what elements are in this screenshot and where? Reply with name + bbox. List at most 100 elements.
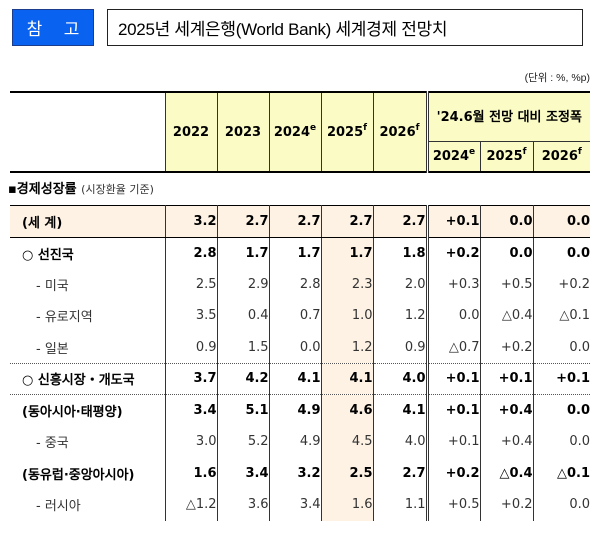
table-row: - 미국 2.5 2.9 2.8 2.3 2.0 +0.3 +0.5 +0.2 [10, 268, 590, 300]
cell-value: 2.5 [320, 457, 373, 489]
col-2022: 2022 [164, 92, 217, 172]
row-label: - 중국 [36, 436, 69, 452]
cell-value: 1.8 [372, 237, 427, 269]
table-row: - 유로지역 3.5 0.4 0.7 1.0 1.2 0.0 △0.4 △0.1 [10, 300, 590, 332]
cell-value: 1.6 [164, 457, 217, 489]
cell-value: +0.2 [532, 268, 590, 300]
cell-value: 2.8 [164, 237, 217, 269]
cell-value: +0.5 [425, 489, 480, 521]
cell-value: 1.2 [372, 300, 427, 332]
cell-value: +0.1 [479, 363, 533, 395]
cell-value: +0.1 [425, 394, 480, 426]
row-label: ○ 선진국 [22, 247, 74, 263]
cell-value: 4.0 [372, 363, 427, 395]
cell-value: +0.2 [425, 237, 480, 269]
cell-value: +0.2 [479, 489, 533, 521]
page-title: 2025년 세계은행(World Bank) 세계경제 전망치 [107, 9, 583, 46]
cell-value: 4.0 [372, 426, 427, 458]
col-2026f: 2026f [372, 92, 427, 172]
cell-value: 1.2 [320, 331, 373, 364]
cell-value: 3.4 [164, 394, 217, 426]
cell-value: 0.0 [532, 426, 590, 458]
cell-value: 0.0 [479, 237, 533, 269]
cell-value: +0.1 [532, 363, 590, 395]
cell-value: 3.4 [268, 489, 321, 521]
row-label: (동아시아·태평양) [22, 405, 123, 420]
cell-value: 4.6 [320, 394, 373, 426]
cell-value: △0.7 [425, 331, 480, 364]
col-2025f: 2025f [320, 92, 373, 172]
cell-value: 3.4 [216, 457, 269, 489]
adjustment-group-header: '24.6월 전망 대비 조정폭 [425, 92, 590, 141]
unit-note: (단위 : %, %p) [524, 72, 590, 84]
cell-value: △1.2 [164, 489, 217, 521]
table-row: - 러시아 △1.2 3.6 3.4 1.6 1.1 +0.5 +0.2 0.0 [10, 489, 590, 521]
cell-value: 5.1 [216, 394, 269, 426]
cell-value: 3.2 [164, 205, 217, 238]
reference-badge: 참 고 [12, 9, 94, 46]
cell-value: 1.0 [320, 300, 373, 332]
cell-value: 2.7 [216, 205, 269, 238]
table-row: ○ 신흥시장・개도국 3.7 4.2 4.1 4.1 4.0 +0.1 +0.1 +0.1 [10, 363, 590, 395]
table-row: (세 계) 3.2 2.7 2.7 2.7 2.7 +0.1 0.0 0.0 [10, 205, 590, 238]
table-row: (동아시아·태평양) 3.4 5.1 4.9 4.6 4.1 +0.1 +0.4 0.0 [10, 394, 590, 426]
row-label: - 러시아 [36, 499, 81, 515]
cell-value: 4.9 [268, 394, 321, 426]
row-label: - 미국 [36, 278, 69, 294]
row-label: - 일본 [10, 331, 165, 364]
section-note: (시장환율 기준) [81, 183, 154, 196]
cell-value: △0.1 [532, 300, 590, 332]
section-title: ▪경제성장률 (시장환율 기준) [8, 182, 154, 197]
cell-value: 4.1 [372, 394, 427, 426]
cell-value: △0.4 [479, 300, 533, 332]
header-blank [10, 92, 165, 172]
row-label: ○ 신흥시장・개도국 [10, 363, 165, 395]
cell-value: 0.9 [164, 331, 217, 364]
table-row: - 일본 0.9 1.5 0.0 1.2 0.9 △0.7 +0.2 0.0 [10, 331, 590, 364]
cell-value: 2.7 [372, 457, 427, 489]
col-2023: 2023 [216, 92, 269, 172]
cell-value: △0.1 [532, 457, 590, 489]
table-row: ○ 선진국 2.8 1.7 1.7 1.7 1.8 +0.2 0.0 0.0 [10, 237, 590, 269]
cell-value: +0.2 [479, 331, 533, 364]
cell-value: 4.1 [268, 363, 321, 395]
cell-value: +0.4 [479, 394, 533, 426]
cell-value: 0.4 [216, 300, 269, 332]
cell-value: △0.4 [479, 457, 533, 489]
table-header: 2022 2023 2024e 2025f 2026f '24.6월 전망 대비… [10, 91, 590, 173]
cell-value: 1.5 [216, 331, 269, 364]
table-row: (동유럽·중앙아시아) 1.6 3.4 3.2 2.5 2.7 +0.2 △0.4 △0.1 [10, 457, 590, 489]
cell-value: 2.0 [372, 268, 427, 300]
cell-value: +0.1 [425, 205, 480, 238]
cell-value: 2.3 [320, 268, 373, 300]
adj-col-2025f: 2025f [479, 140, 533, 172]
cell-value: 3.5 [164, 300, 217, 332]
cell-value: +0.4 [479, 426, 533, 458]
cell-value: 3.6 [216, 489, 269, 521]
row-label: - 유로지역 [36, 310, 93, 326]
row-label: (동유럽·중앙아시아) [22, 467, 135, 483]
row-label: (세 계) [10, 205, 165, 238]
cell-value: 2.7 [372, 205, 427, 238]
cell-value: +0.1 [425, 426, 480, 458]
cell-value: 4.5 [320, 426, 373, 458]
cell-value: 0.0 [479, 205, 533, 238]
cell-value: 2.7 [268, 205, 321, 238]
cell-value: 2.9 [216, 268, 269, 300]
cell-value: 2.8 [268, 268, 321, 300]
cell-value: 0.0 [532, 394, 590, 426]
cell-value: +0.2 [425, 457, 480, 489]
col-2024e: 2024e [268, 92, 321, 172]
cell-value: 0.0 [532, 205, 590, 238]
cell-value: 4.2 [216, 363, 269, 395]
cell-value: 3.7 [164, 363, 217, 395]
cell-value: 1.1 [372, 489, 427, 521]
cell-value: 0.0 [532, 237, 590, 269]
cell-value: 1.7 [216, 237, 269, 269]
cell-value: 3.2 [268, 457, 321, 489]
cell-value: +0.1 [425, 363, 480, 395]
cell-value: 5.2 [216, 426, 269, 458]
cell-value: 0.0 [268, 331, 321, 364]
cell-value: 1.6 [320, 489, 373, 521]
cell-value: 3.0 [164, 426, 217, 458]
